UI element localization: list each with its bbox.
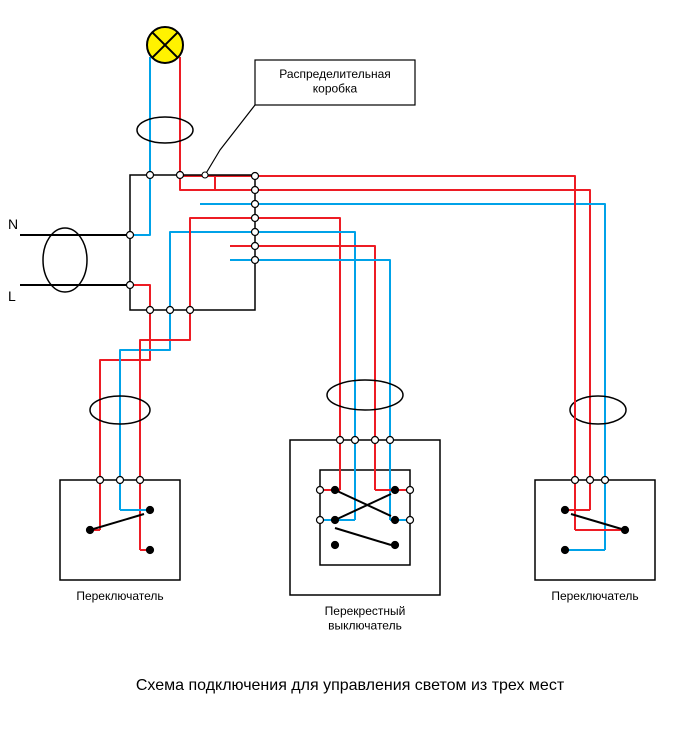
label-live: L — [8, 288, 16, 304]
label-switch-middle: Перекрестныйвыключатель — [325, 604, 406, 632]
label-switch-right: Переключатель — [551, 589, 638, 603]
diagram-title: Схема подключения для управления светом … — [136, 677, 565, 694]
wiring-diagram: NLРаспределительнаякоробкаПереключательП… — [0, 0, 700, 730]
label-switch-left: Переключатель — [76, 589, 163, 603]
label-neutral: N — [8, 216, 18, 232]
